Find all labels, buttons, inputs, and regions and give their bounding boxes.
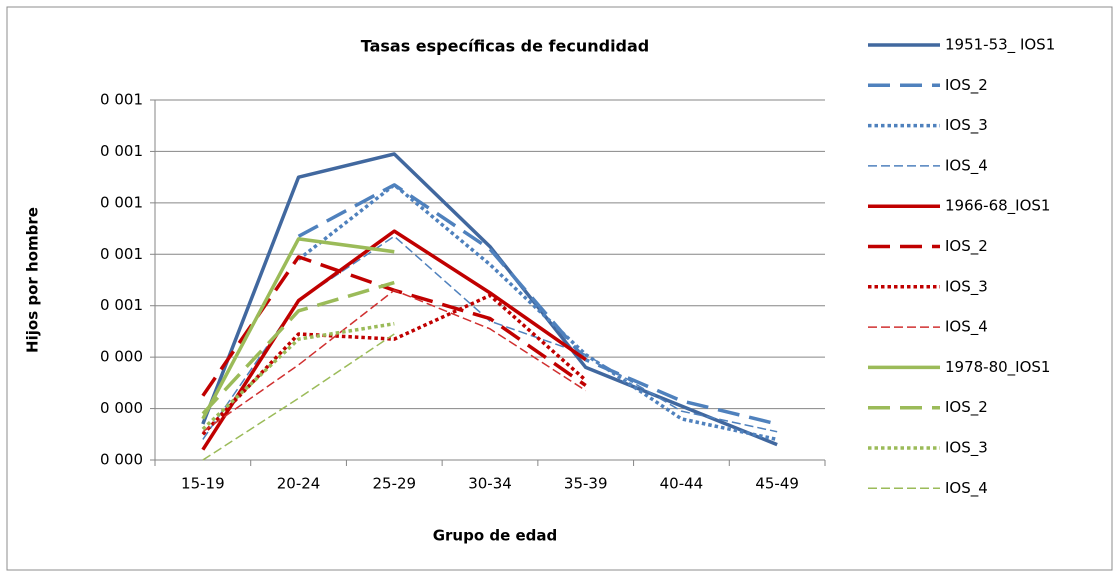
legend-label: IOS_3 — [945, 277, 988, 296]
legend-label: IOS_2 — [945, 398, 988, 417]
y-tick-label: 0 001 — [100, 245, 143, 263]
legend-label: IOS_3 — [945, 439, 988, 458]
legend-label: IOS_2 — [945, 237, 988, 256]
legend-label: IOS_4 — [945, 156, 988, 175]
series-line — [202, 333, 395, 461]
legend-label: IOS_4 — [945, 318, 988, 337]
legend-label: IOS_2 — [945, 76, 988, 95]
x-tick-label: 15-19 — [181, 475, 225, 493]
legend-label: 1978-80_IOS1 — [945, 358, 1050, 377]
x-axis-label: Grupo de edad — [433, 527, 558, 545]
x-tick-label: 30-34 — [468, 475, 512, 493]
series-line — [297, 183, 778, 442]
y-tick-label: 0 001 — [100, 193, 143, 211]
legend-label: 1951-53_ IOS1 — [945, 36, 1055, 55]
y-tick-label: 0 001 — [100, 91, 143, 109]
y-tick-label: 0 000 — [100, 348, 143, 366]
series-line — [201, 229, 587, 451]
y-axis-label: Hijos por hombre — [24, 207, 42, 353]
y-tick-label: 0 001 — [100, 296, 143, 314]
series-line — [201, 237, 395, 420]
y-tick-label: 0 000 — [100, 399, 143, 417]
series-line — [201, 321, 395, 431]
y-tick-label: 0 000 — [100, 451, 143, 469]
legend-label: IOS_3 — [945, 116, 988, 135]
x-tick-label: 40-44 — [660, 475, 704, 493]
series-line — [201, 280, 395, 415]
legend-label: 1966-68_IOS1 — [945, 197, 1050, 216]
chart-title: Tasas específicas de fecundidad — [361, 37, 650, 56]
series-line — [201, 152, 778, 447]
x-tick-label: 20-24 — [277, 475, 321, 493]
series-line — [201, 293, 587, 436]
series-line — [202, 235, 778, 440]
series-line — [297, 183, 778, 426]
legend-label: IOS_4 — [945, 479, 988, 498]
series-line — [202, 289, 587, 433]
x-tick-label: 25-29 — [372, 475, 416, 493]
x-tick-label: 45-49 — [755, 475, 799, 493]
y-tick-label: 0 001 — [100, 142, 143, 160]
x-tick-label: 35-39 — [564, 475, 608, 493]
